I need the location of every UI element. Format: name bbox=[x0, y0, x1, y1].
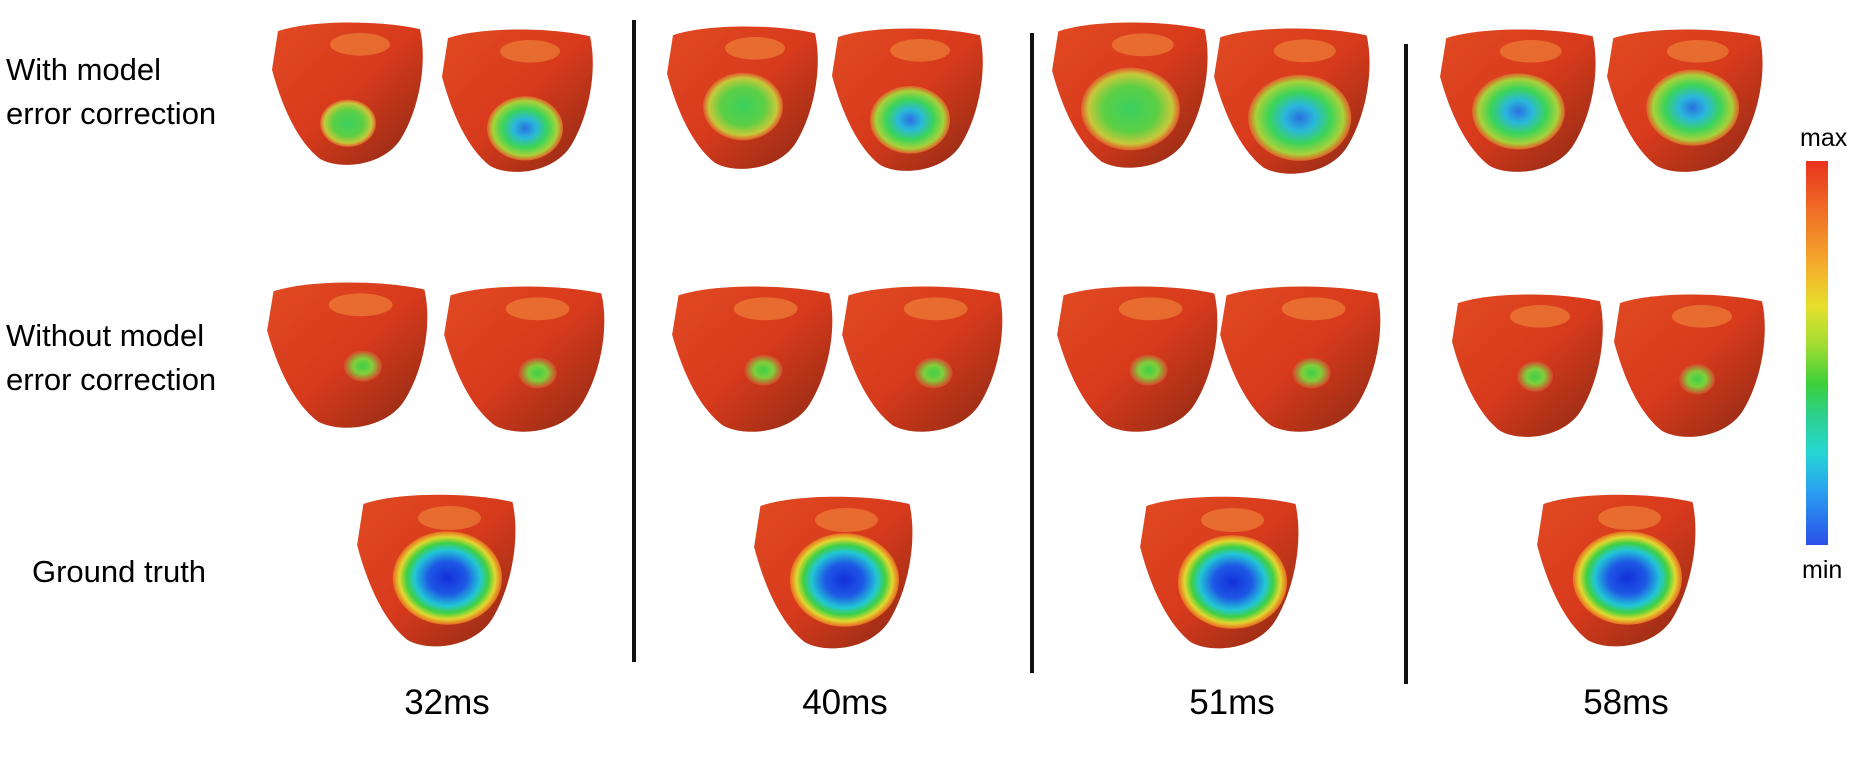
heart-surface-map bbox=[357, 494, 516, 647]
heart-surface-map bbox=[1440, 29, 1596, 172]
colorbar bbox=[1806, 161, 1828, 545]
time-label-51ms: 51ms bbox=[1189, 683, 1275, 722]
divider-2 bbox=[1030, 33, 1034, 673]
heart-surface-map bbox=[442, 29, 593, 172]
heart-surface-map bbox=[1452, 294, 1603, 437]
heart-surface-map bbox=[444, 286, 605, 432]
heart-surface-map bbox=[672, 286, 833, 432]
heart-surface-map bbox=[267, 282, 428, 428]
row-label-ground-truth: Ground truth bbox=[32, 554, 207, 589]
row-label-without-correction: Without model error correction bbox=[6, 318, 217, 397]
row-label-with-correction: With model error correction bbox=[6, 52, 217, 131]
colorbar-min-label: min bbox=[1802, 556, 1843, 584]
heart-surface-map bbox=[832, 28, 983, 171]
heart-surface-map bbox=[1057, 286, 1218, 432]
heart-surface-map bbox=[1220, 286, 1381, 432]
heart-surface-map bbox=[667, 26, 818, 169]
heart-surface-map bbox=[842, 286, 1003, 432]
time-label-32ms: 32ms bbox=[404, 683, 490, 722]
divider-1 bbox=[632, 20, 636, 662]
heart-surface-map bbox=[1052, 22, 1208, 168]
heart-surface-map bbox=[1614, 294, 1765, 437]
heart-surface-map bbox=[754, 496, 913, 649]
heart-surface-map bbox=[1607, 29, 1763, 172]
heart-surface-map bbox=[1214, 28, 1370, 174]
heart-surface-map bbox=[272, 22, 423, 165]
colorbar-max-label: max bbox=[1800, 124, 1848, 152]
time-label-40ms: 40ms bbox=[802, 683, 888, 722]
divider-3 bbox=[1404, 44, 1408, 684]
heart-surface-map bbox=[1537, 494, 1696, 647]
time-label-58ms: 58ms bbox=[1583, 683, 1669, 722]
heart-surface-map bbox=[1140, 496, 1299, 649]
